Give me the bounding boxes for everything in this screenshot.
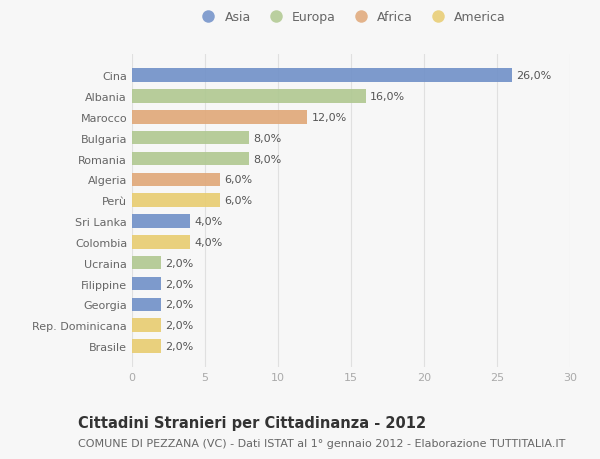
Text: 6,0%: 6,0% bbox=[224, 196, 252, 206]
Text: 2,0%: 2,0% bbox=[166, 300, 194, 310]
Text: 8,0%: 8,0% bbox=[253, 154, 281, 164]
Bar bbox=[132, 152, 249, 166]
Text: 2,0%: 2,0% bbox=[166, 341, 194, 351]
Bar bbox=[132, 298, 161, 312]
Bar bbox=[132, 319, 161, 332]
Text: 12,0%: 12,0% bbox=[311, 112, 347, 123]
Bar bbox=[132, 194, 220, 207]
Bar bbox=[132, 215, 190, 228]
Legend: Asia, Europa, Africa, America: Asia, Europa, Africa, America bbox=[196, 11, 506, 24]
Text: 2,0%: 2,0% bbox=[166, 279, 194, 289]
Text: 4,0%: 4,0% bbox=[195, 217, 223, 227]
Bar bbox=[132, 173, 220, 187]
Bar bbox=[132, 111, 307, 124]
Bar bbox=[132, 277, 161, 291]
Text: 4,0%: 4,0% bbox=[195, 237, 223, 247]
Bar bbox=[132, 235, 190, 249]
Text: 26,0%: 26,0% bbox=[516, 71, 551, 81]
Bar bbox=[132, 257, 161, 270]
Bar bbox=[132, 69, 512, 83]
Text: 16,0%: 16,0% bbox=[370, 92, 405, 102]
Text: Cittadini Stranieri per Cittadinanza - 2012: Cittadini Stranieri per Cittadinanza - 2… bbox=[78, 415, 426, 431]
Text: 6,0%: 6,0% bbox=[224, 175, 252, 185]
Text: COMUNE DI PEZZANA (VC) - Dati ISTAT al 1° gennaio 2012 - Elaborazione TUTTITALIA: COMUNE DI PEZZANA (VC) - Dati ISTAT al 1… bbox=[78, 438, 565, 448]
Text: 2,0%: 2,0% bbox=[166, 320, 194, 330]
Text: 2,0%: 2,0% bbox=[166, 258, 194, 268]
Bar bbox=[132, 132, 249, 145]
Text: 8,0%: 8,0% bbox=[253, 134, 281, 143]
Bar bbox=[132, 90, 365, 104]
Bar bbox=[132, 340, 161, 353]
